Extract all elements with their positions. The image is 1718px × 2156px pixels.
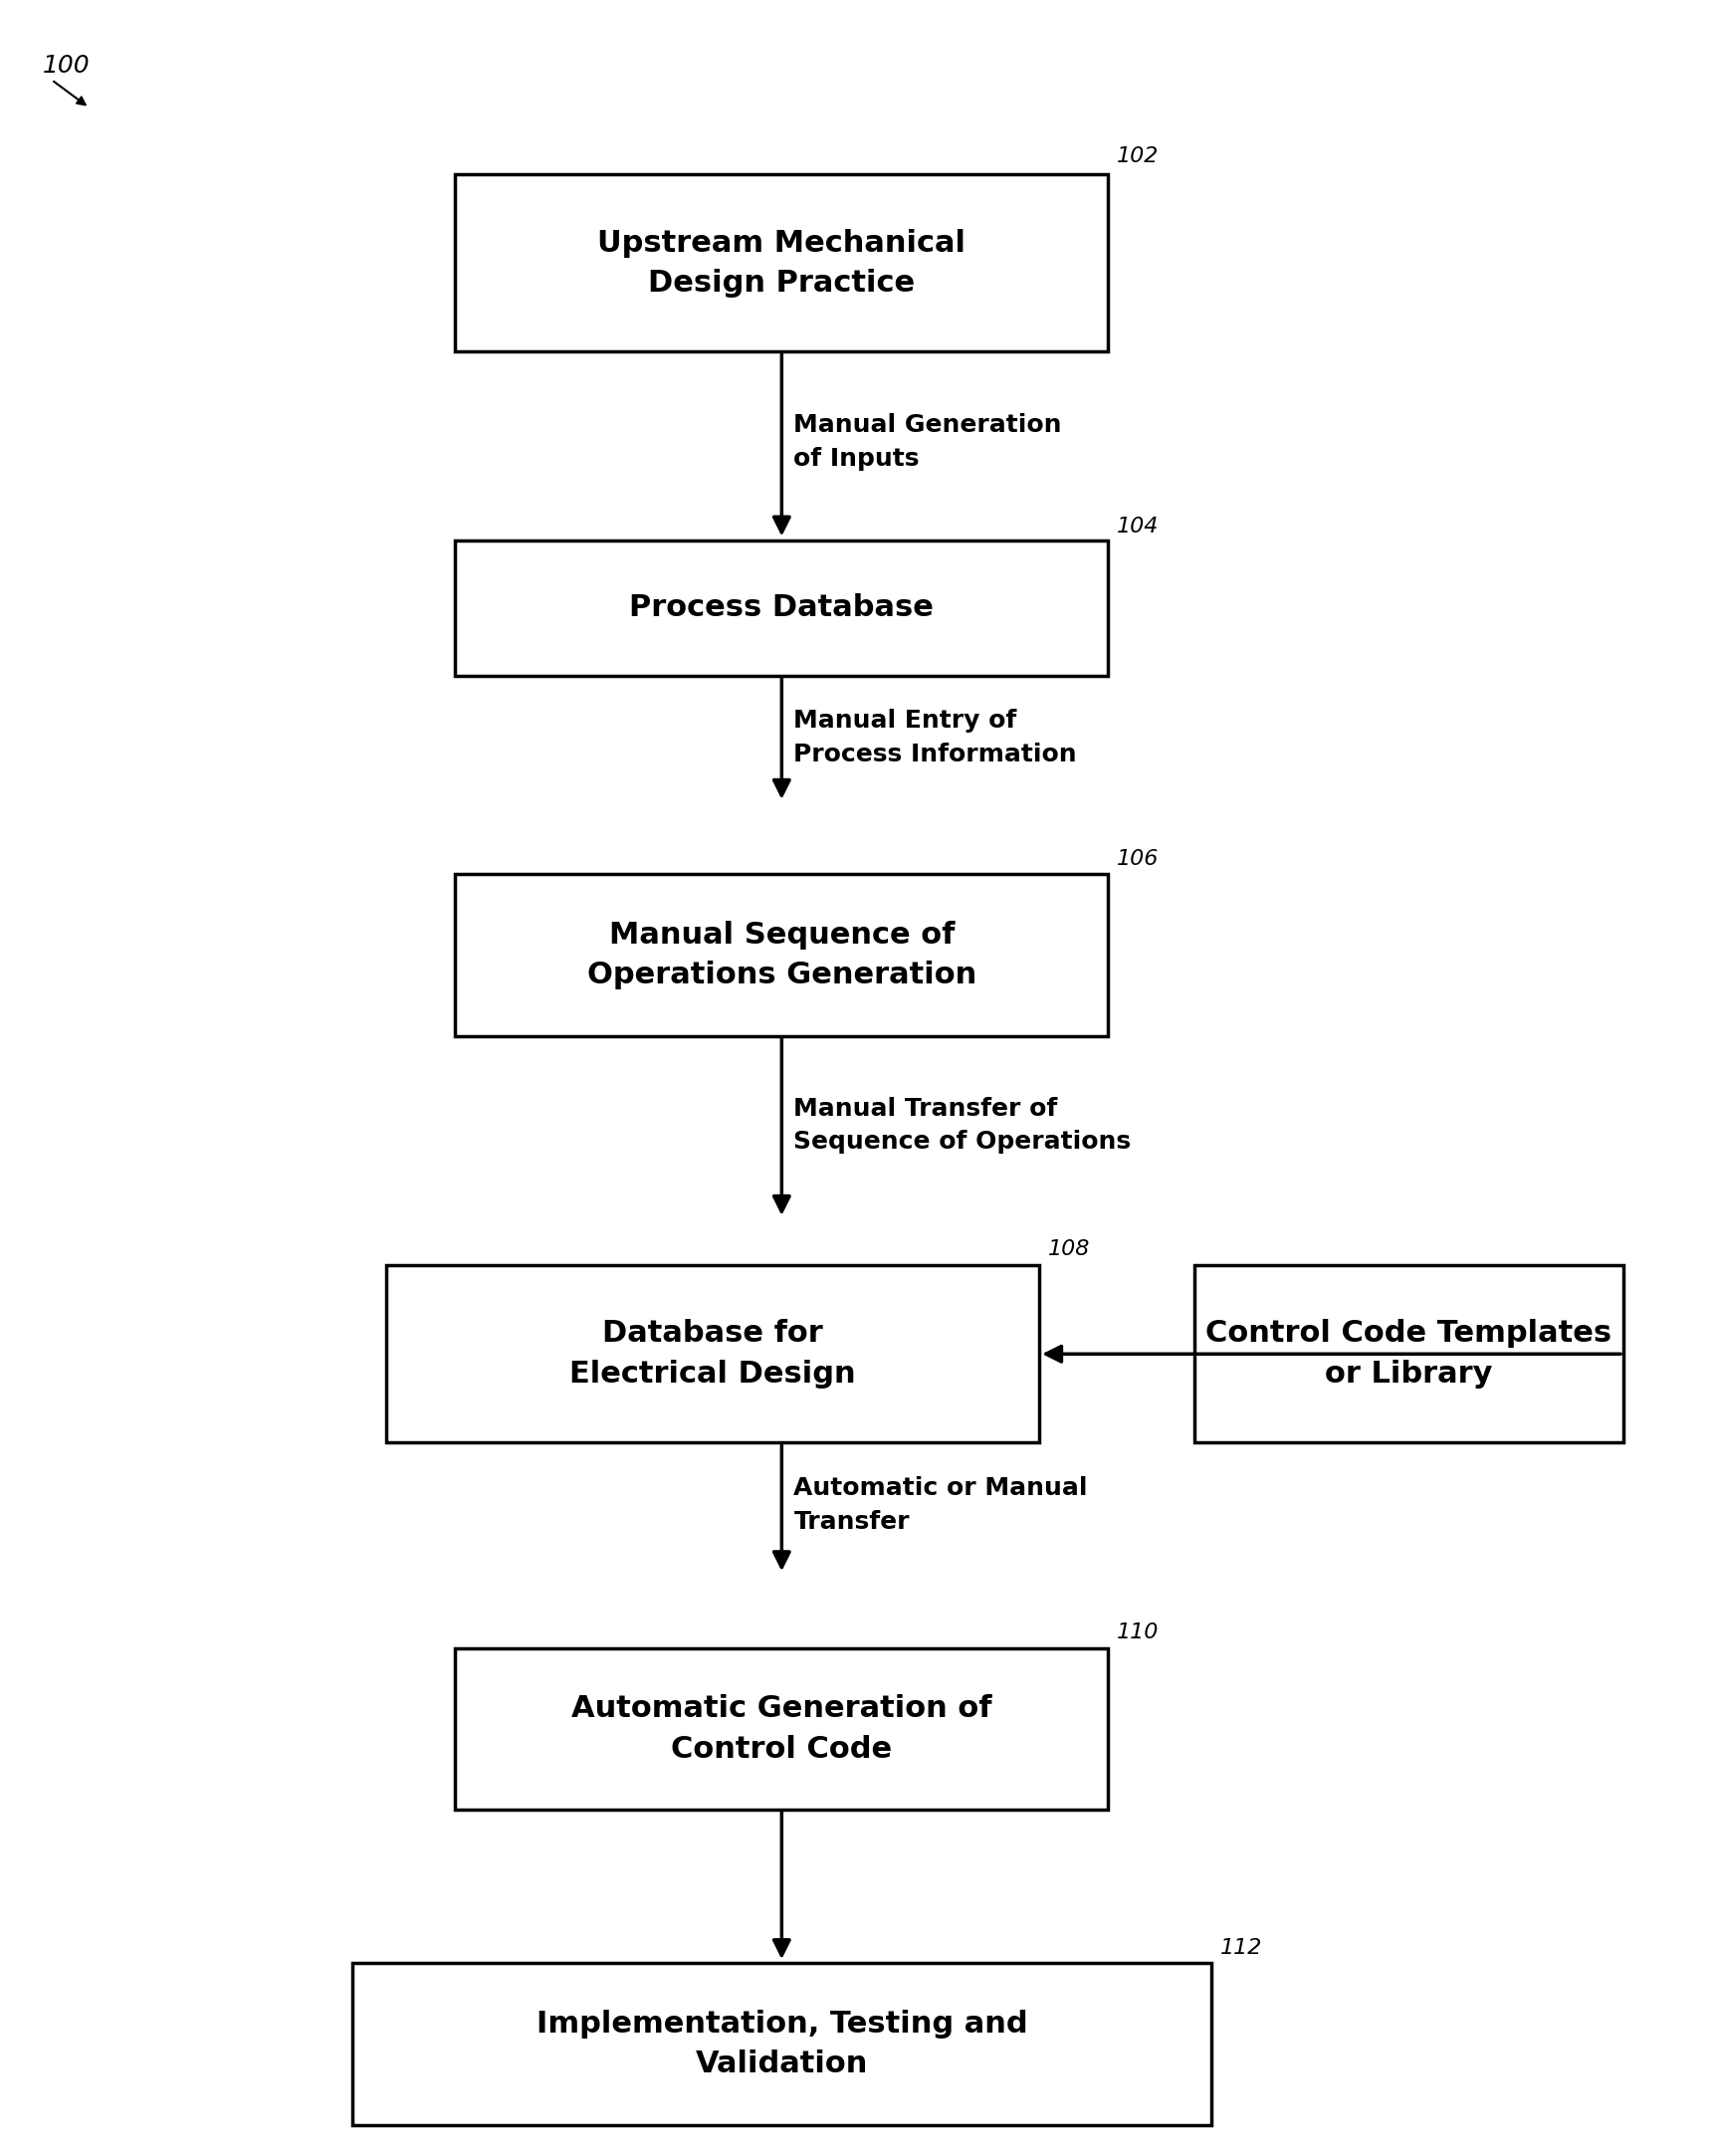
FancyBboxPatch shape bbox=[387, 1266, 1039, 1442]
Text: 110: 110 bbox=[1117, 1623, 1160, 1643]
Text: 100: 100 bbox=[43, 54, 91, 78]
Text: Implementation, Testing and
Validation: Implementation, Testing and Validation bbox=[536, 2009, 1027, 2078]
Text: 106: 106 bbox=[1117, 849, 1160, 869]
Text: 112: 112 bbox=[1220, 1938, 1263, 1958]
Text: Manual Entry of
Process Information: Manual Entry of Process Information bbox=[794, 709, 1077, 765]
FancyBboxPatch shape bbox=[455, 1649, 1108, 1811]
Text: Database for
Electrical Design: Database for Electrical Design bbox=[570, 1319, 856, 1388]
Text: Upstream Mechanical
Design Practice: Upstream Mechanical Design Practice bbox=[598, 229, 966, 298]
Text: Process Database: Process Database bbox=[629, 593, 935, 623]
Text: Manual Generation
of Inputs: Manual Generation of Inputs bbox=[794, 414, 1062, 470]
Text: 108: 108 bbox=[1048, 1240, 1091, 1259]
FancyBboxPatch shape bbox=[455, 175, 1108, 351]
Text: Control Code Templates
or Library: Control Code Templates or Library bbox=[1206, 1319, 1611, 1388]
FancyBboxPatch shape bbox=[1194, 1266, 1624, 1442]
FancyBboxPatch shape bbox=[352, 1962, 1211, 2126]
FancyBboxPatch shape bbox=[455, 539, 1108, 677]
Text: Automatic Generation of
Control Code: Automatic Generation of Control Code bbox=[572, 1695, 991, 1764]
Text: Manual Sequence of
Operations Generation: Manual Sequence of Operations Generation bbox=[588, 921, 976, 990]
Text: Manual Transfer of
Sequence of Operations: Manual Transfer of Sequence of Operation… bbox=[794, 1097, 1130, 1153]
Text: 102: 102 bbox=[1117, 147, 1160, 166]
Text: 104: 104 bbox=[1117, 517, 1160, 537]
FancyBboxPatch shape bbox=[455, 875, 1108, 1035]
Text: Automatic or Manual
Transfer: Automatic or Manual Transfer bbox=[794, 1477, 1087, 1533]
